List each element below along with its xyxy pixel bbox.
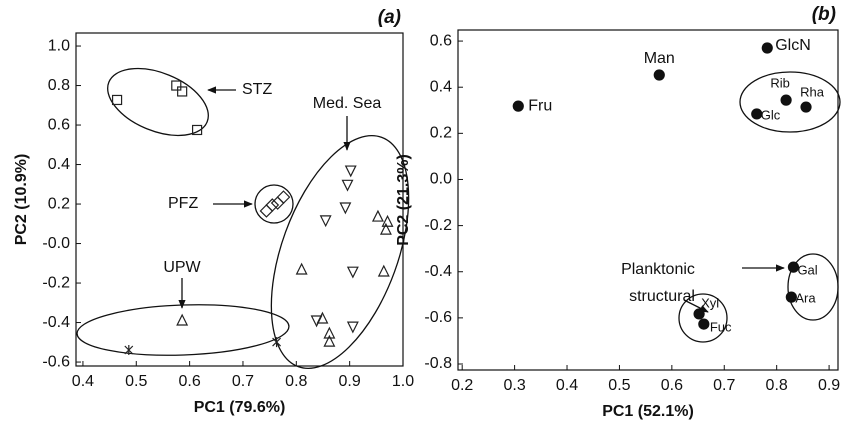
point-label: Rha <box>800 84 825 99</box>
point <box>761 42 773 54</box>
point <box>780 94 792 106</box>
point <box>346 266 359 279</box>
y-tick-label: 0.4 <box>430 78 452 95</box>
point <box>512 100 524 112</box>
x-tick-label: 0.4 <box>556 377 578 394</box>
point <box>751 108 763 120</box>
y-tick-label: -0.0 <box>42 235 70 252</box>
point-label: GlcN <box>775 37 811 54</box>
point <box>177 86 188 97</box>
point <box>276 190 291 204</box>
point <box>191 124 203 136</box>
point <box>785 291 797 303</box>
y-tick-label: 0.6 <box>48 116 70 133</box>
point <box>323 334 336 347</box>
point <box>272 337 281 348</box>
group-ellipse <box>678 293 728 343</box>
group-ellipse <box>270 135 410 369</box>
point <box>265 198 280 212</box>
point <box>270 196 285 210</box>
annotation: Planktonic <box>621 261 695 278</box>
x-tick-label: 0.5 <box>608 377 630 394</box>
point <box>111 94 123 106</box>
group-ellipse <box>76 304 290 356</box>
arrow <box>683 299 709 313</box>
annotation: structural <box>629 288 695 305</box>
annotation: PFZ <box>168 195 198 212</box>
y-tick-label: -0.6 <box>42 353 70 370</box>
point <box>693 308 705 320</box>
x-axis-label: PC1 (52.1%) <box>602 403 694 420</box>
x-tick-label: 0.8 <box>285 373 307 390</box>
point-label: Ara <box>795 291 816 306</box>
y-tick-label: -0.4 <box>42 314 70 331</box>
y-tick-label: 0.6 <box>430 32 452 49</box>
point <box>371 209 384 222</box>
point <box>316 311 329 324</box>
y-tick-label: 0.2 <box>48 195 70 212</box>
y-tick-label: 0.8 <box>48 77 70 94</box>
point <box>800 101 812 113</box>
x-tick-label: 0.9 <box>818 377 840 394</box>
y-axis-label: PC2 (10.9%) <box>13 154 30 246</box>
x-tick-label: 0.7 <box>713 377 735 394</box>
plot-frame <box>75 32 404 367</box>
annotation: UPW <box>163 259 201 276</box>
y-axis-label: PC2 (21.3%) <box>395 154 412 246</box>
point <box>653 69 665 81</box>
panel-title: (a) <box>378 7 401 28</box>
point <box>319 215 332 228</box>
point-label: Fuc <box>710 320 732 335</box>
x-tick-label: 0.4 <box>72 373 94 390</box>
point <box>323 326 336 339</box>
point-label: Gal <box>797 263 817 278</box>
y-tick-label: -0.2 <box>424 217 452 234</box>
y-tick-label: 1.0 <box>48 37 70 54</box>
y-tick-label: 0.0 <box>430 171 452 188</box>
point <box>176 313 189 326</box>
point <box>377 264 390 277</box>
point-label: Fru <box>528 97 552 114</box>
point-label: Rib <box>770 76 790 91</box>
y-tick-label: 0.2 <box>430 125 452 142</box>
x-tick-label: 0.6 <box>661 377 683 394</box>
point <box>379 222 392 235</box>
point <box>381 214 394 227</box>
y-tick-label: -0.8 <box>424 355 452 372</box>
point <box>344 165 357 178</box>
point <box>698 318 710 330</box>
point <box>339 202 352 215</box>
point <box>346 321 359 334</box>
annotation: STZ <box>242 81 272 98</box>
point-label: Glc <box>761 107 781 122</box>
panel-title: (b) <box>812 4 836 25</box>
x-tick-label: 0.8 <box>766 377 788 394</box>
x-tick-label: 0.9 <box>339 373 361 390</box>
x-tick-label: 0.6 <box>178 373 200 390</box>
y-tick-label: 0.4 <box>48 156 70 173</box>
x-tick-label: 0.7 <box>232 373 254 390</box>
point <box>787 261 800 273</box>
x-tick-label: 0.3 <box>503 377 525 394</box>
x-tick-label: 1.0 <box>392 373 414 390</box>
point <box>259 204 274 218</box>
group-ellipse <box>254 184 294 224</box>
point <box>124 345 134 356</box>
point <box>171 80 182 91</box>
y-tick-label: -0.2 <box>42 274 70 291</box>
x-tick-label: 0.5 <box>125 373 147 390</box>
x-axis-label: PC1 (79.6%) <box>194 399 286 416</box>
point-label: Man <box>644 50 675 67</box>
x-tick-label: 0.2 <box>451 377 473 394</box>
point <box>295 262 308 275</box>
point-label: Xyl <box>701 295 719 310</box>
point <box>341 179 354 192</box>
group-ellipse <box>107 67 209 137</box>
plot-frame <box>457 29 839 371</box>
y-tick-label: -0.6 <box>424 309 452 326</box>
group-ellipse <box>739 71 841 133</box>
annotation: Med. Sea <box>313 95 382 112</box>
y-tick-label: -0.4 <box>424 263 452 280</box>
